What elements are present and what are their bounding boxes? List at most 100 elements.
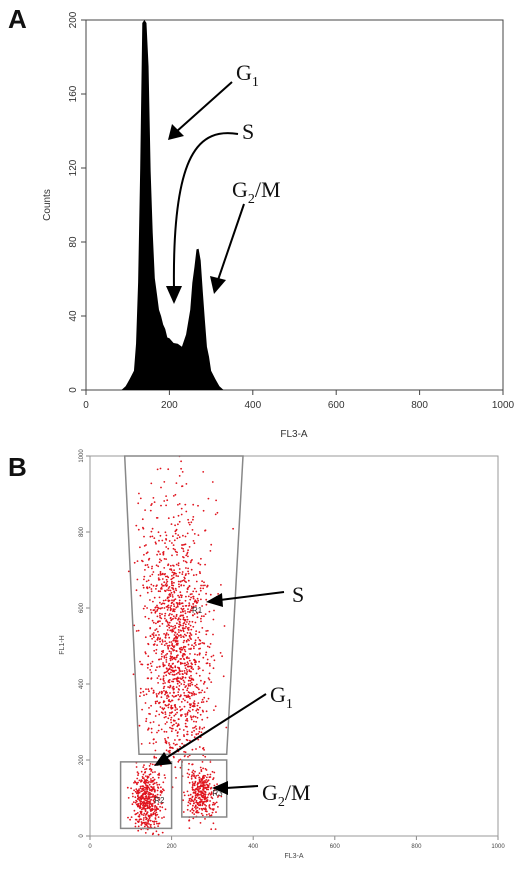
dotplot-x-tick-label: 0: [88, 844, 92, 850]
dotplot-point: [154, 702, 157, 705]
dotplot-point: [168, 624, 171, 627]
dotplot-point: [164, 612, 167, 615]
dotplot-point: [161, 578, 164, 580]
dotplot-point: [148, 765, 151, 767]
dotplot-point: [192, 540, 195, 542]
dotplot-point: [141, 708, 144, 711]
dotplot-point: [189, 697, 191, 700]
dotplot-point: [144, 702, 147, 704]
dotplot-point: [202, 777, 204, 779]
dotplot-point: [176, 554, 178, 556]
dotplot-point: [144, 615, 147, 618]
dotplot-point: [193, 659, 196, 662]
dotplot-point: [144, 814, 147, 816]
dotplot-point: [157, 574, 160, 576]
dotplot-point: [158, 783, 161, 786]
dotplot-point: [184, 650, 187, 653]
dotplot-point: [194, 792, 197, 795]
dotplot-point: [209, 814, 211, 817]
dotplot-point: [191, 795, 194, 798]
dotplot-point: [133, 561, 136, 564]
dotplot-point: [192, 809, 195, 812]
dotplot-point: [146, 677, 149, 680]
dotplot-point: [184, 672, 186, 674]
dotplot-point: [154, 715, 157, 717]
dotplot-point: [198, 778, 201, 781]
dotplot-point: [146, 805, 149, 808]
dotplot-point: [146, 586, 149, 589]
dotplot-point: [177, 619, 179, 621]
dotplot-point: [173, 649, 176, 651]
dotplot-point: [167, 547, 170, 550]
dotplot-point: [166, 670, 169, 673]
dotplot-point: [157, 577, 160, 579]
dotplot-point: [158, 634, 160, 636]
dotplot-point: [203, 615, 205, 618]
dotplot-point: [136, 812, 139, 814]
dotplot-point: [199, 647, 202, 650]
dotplot-point: [163, 602, 166, 605]
dotplot-point: [160, 786, 162, 789]
dotplot-point: [157, 531, 160, 534]
dotplot-point: [166, 697, 168, 700]
dotplot-point: [161, 640, 164, 643]
dotplot-point: [131, 803, 134, 806]
dotplot-point: [165, 742, 168, 745]
dotplot-point: [223, 625, 226, 627]
dotplot-point: [183, 633, 186, 636]
dotplot-point: [187, 776, 190, 779]
dotplot-point: [165, 558, 168, 560]
dotplot-point: [195, 590, 198, 593]
annotation-s: S: [166, 119, 254, 304]
dotplot-point: [164, 777, 167, 779]
dotplot-point: [144, 771, 147, 773]
dotplot-point: [134, 781, 137, 784]
dotplot-point: [215, 801, 218, 804]
dotplot-point: [164, 584, 167, 586]
dotplot-point: [146, 784, 149, 787]
dotplot-point: [190, 777, 193, 780]
dotplot-point: [188, 695, 191, 698]
dotplot-point: [152, 813, 155, 816]
dotplot-point: [177, 694, 180, 696]
dotplot-point: [179, 766, 182, 769]
dotplot-point: [154, 818, 157, 820]
dotplot-point: [188, 669, 191, 671]
dotplot-point: [150, 731, 153, 734]
dotplot-point: [178, 685, 181, 687]
dotplot-point: [202, 747, 205, 749]
dotplot-point: [150, 814, 153, 817]
dotplot-point: [168, 742, 170, 744]
dotplot-point: [159, 571, 162, 573]
annotation-s-arrowhead: [166, 286, 182, 304]
dotplot-point: [209, 787, 212, 790]
dotplot-point: [137, 815, 140, 818]
dotplot-point: [194, 684, 197, 687]
dotplot-point: [198, 808, 201, 810]
dotplot-point: [170, 652, 173, 655]
dotplot-x-tick-label: 600: [330, 844, 341, 850]
dotplot-point: [145, 821, 147, 824]
dotplot-point: [181, 673, 184, 675]
dotplot-point: [143, 535, 145, 538]
dotplot-point: [190, 560, 193, 562]
dotplot-point: [145, 552, 148, 555]
dotplot-point: [167, 736, 170, 739]
dotplot-point: [175, 617, 177, 620]
dotplot-point: [185, 581, 188, 583]
dotplot-point: [186, 701, 189, 704]
dotplot-point: [141, 795, 144, 798]
dotplot-point: [164, 808, 167, 811]
dotplot-point: [156, 677, 159, 679]
dotplot-point: [164, 617, 166, 620]
dotplot-point: [154, 700, 157, 703]
dotplot-point: [183, 694, 186, 697]
dotplot-point: [206, 783, 208, 786]
dotplot-point: [155, 585, 158, 587]
dotplot-point: [167, 604, 170, 607]
dotplot-point: [172, 564, 174, 567]
dotplot-point: [167, 606, 170, 609]
dotplot-point: [152, 497, 155, 499]
dotplot-point: [187, 518, 190, 521]
dotplot-point: [187, 608, 189, 610]
